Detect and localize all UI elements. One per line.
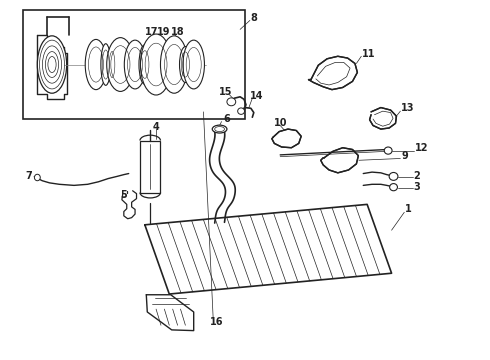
Text: 5: 5: [121, 190, 127, 200]
Text: 17: 17: [145, 27, 158, 37]
Ellipse shape: [85, 40, 107, 90]
Ellipse shape: [238, 108, 245, 114]
Ellipse shape: [389, 172, 398, 180]
Text: 16: 16: [210, 317, 223, 327]
Ellipse shape: [160, 36, 188, 93]
Polygon shape: [272, 129, 301, 148]
Ellipse shape: [37, 36, 67, 93]
Ellipse shape: [179, 46, 191, 82]
Text: 4: 4: [153, 122, 159, 132]
Text: 9: 9: [401, 150, 408, 161]
Text: 6: 6: [223, 114, 230, 124]
Text: 15: 15: [219, 87, 232, 97]
Ellipse shape: [227, 98, 236, 106]
Text: 18: 18: [171, 27, 184, 37]
Text: 13: 13: [401, 103, 415, 113]
FancyBboxPatch shape: [140, 140, 160, 193]
Polygon shape: [321, 148, 358, 173]
Ellipse shape: [384, 147, 392, 154]
Ellipse shape: [124, 40, 146, 89]
Ellipse shape: [141, 34, 172, 95]
Ellipse shape: [139, 45, 151, 84]
Text: 8: 8: [250, 13, 257, 23]
Text: 7: 7: [25, 171, 32, 181]
Text: 2: 2: [414, 171, 420, 181]
Text: 11: 11: [362, 49, 376, 59]
Text: 1: 1: [405, 204, 412, 214]
FancyBboxPatch shape: [23, 10, 245, 119]
Polygon shape: [309, 56, 357, 90]
Ellipse shape: [34, 174, 40, 181]
Ellipse shape: [212, 125, 227, 133]
Polygon shape: [145, 204, 392, 294]
Text: 3: 3: [414, 182, 420, 192]
Ellipse shape: [107, 38, 134, 91]
Text: 10: 10: [274, 118, 288, 128]
Ellipse shape: [390, 184, 397, 191]
Ellipse shape: [101, 44, 111, 85]
Text: 14: 14: [250, 91, 264, 101]
Ellipse shape: [108, 46, 116, 83]
Ellipse shape: [183, 40, 204, 89]
Text: 19: 19: [157, 27, 171, 37]
Polygon shape: [369, 108, 396, 129]
Text: 12: 12: [415, 143, 429, 153]
